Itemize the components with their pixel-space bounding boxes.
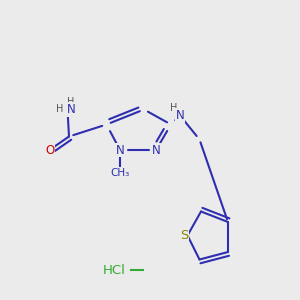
Text: HCl: HCl [103, 263, 125, 277]
Text: N: N [152, 143, 160, 157]
Text: O: O [45, 143, 54, 157]
Text: H: H [170, 103, 178, 113]
Text: H: H [67, 97, 74, 107]
Text: S: S [180, 229, 189, 242]
Text: H: H [56, 104, 64, 115]
Text: N: N [116, 143, 124, 157]
Text: N: N [67, 103, 76, 116]
Text: CH₃: CH₃ [110, 167, 130, 178]
Text: N: N [176, 109, 184, 122]
